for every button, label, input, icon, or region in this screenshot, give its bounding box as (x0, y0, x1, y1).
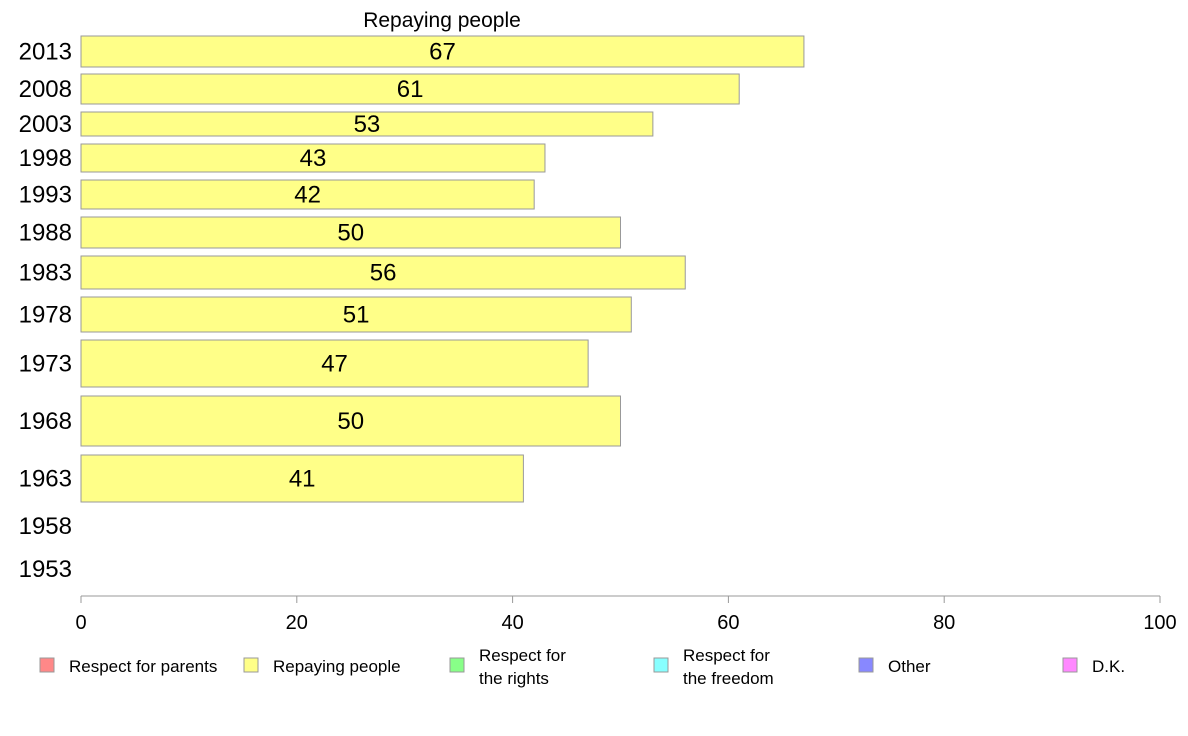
y-tick-label: 1978 (19, 302, 72, 329)
legend-label: Repaying people (273, 657, 401, 676)
x-axis: 0 20 40 60 80 100 (75, 595, 1177, 634)
y-tick-label: 1963 (19, 466, 72, 493)
legend-item: Respect for the freedom (653, 646, 774, 688)
bar-value-label: 53 (354, 111, 381, 138)
bar (80, 454, 524, 503)
x-tick-label: 0 (75, 612, 86, 634)
legend-label: Respect for (683, 646, 770, 665)
y-tick-label: 1968 (19, 408, 72, 435)
bar (80, 216, 621, 249)
bar-value-label: 67 (429, 39, 456, 66)
legend-label: the freedom (683, 669, 774, 688)
x-tick-label: 20 (286, 612, 308, 634)
bar-value-label: 47 (321, 351, 348, 378)
bar-value-label: 41 (289, 466, 316, 493)
bar-value-label: 43 (300, 145, 327, 172)
legend-label: D.K. (1092, 657, 1125, 676)
legend-item: Other (858, 657, 931, 676)
x-tick-label: 40 (501, 612, 523, 634)
legend: Respect for parents Repaying people Respec… (39, 646, 1125, 688)
y-tick-label: 1988 (19, 220, 72, 247)
chart-title: Repaying people (363, 9, 521, 32)
bar (80, 143, 546, 173)
x-tick-label: 80 (933, 612, 955, 634)
y-tick-label: 1958 (19, 513, 72, 540)
bar (80, 35, 805, 68)
bar-value-label: 50 (337, 408, 364, 435)
bar (80, 296, 632, 333)
x-tick-label: 100 (1143, 612, 1176, 634)
bar-value-label: 51 (343, 302, 370, 329)
bar (80, 179, 535, 210)
y-tick-label: 1953 (19, 556, 72, 583)
legend-swatch (1062, 657, 1078, 673)
bar (80, 73, 740, 105)
bar (80, 339, 589, 388)
y-tick-label: 2008 (19, 76, 72, 103)
legend-item: Respect for the rights (449, 646, 566, 688)
legend-item: D.K. (1062, 657, 1125, 676)
y-tick-label: 1983 (19, 260, 72, 287)
y-tick-label: 2003 (19, 111, 72, 138)
legend-swatch (653, 657, 669, 673)
bar-value-label: 61 (397, 76, 424, 103)
legend-label: Respect for parents (69, 657, 217, 676)
y-tick-label: 1973 (19, 351, 72, 378)
legend-swatch (243, 657, 259, 673)
legend-label: the rights (479, 669, 549, 688)
x-tick-label: 60 (717, 612, 739, 634)
legend-swatch (449, 657, 465, 673)
legend-label: Respect for (479, 646, 566, 665)
y-axis-labels: 2013 2008 2003 1998 1993 1988 1983 1978 1973 1968… (19, 39, 72, 584)
bar (80, 395, 621, 447)
legend-item: Respect for parents (39, 657, 217, 676)
bar-value-label: 56 (370, 260, 397, 287)
legend-item: Repaying people (243, 657, 401, 676)
legend-swatch (39, 657, 55, 673)
bar-value-label: 50 (337, 220, 364, 247)
y-tick-label: 1993 (19, 182, 72, 209)
legend-label: Other (888, 657, 931, 676)
y-tick-label: 2013 (19, 39, 72, 66)
legend-swatch (858, 657, 874, 673)
bar (80, 111, 654, 137)
y-tick-label: 1998 (19, 145, 72, 172)
bar-value-label: 42 (294, 182, 321, 209)
bar (80, 255, 686, 290)
